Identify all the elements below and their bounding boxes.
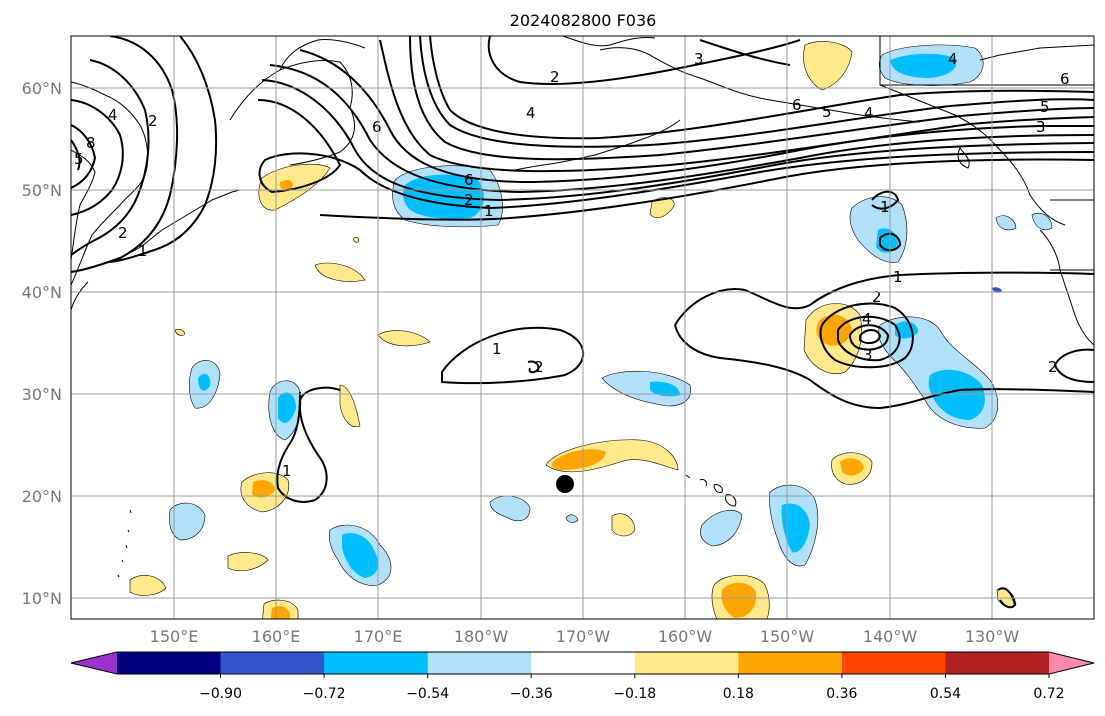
graticule (71, 36, 1094, 619)
contour-label: 6 (464, 171, 474, 189)
colorbar-segment (531, 652, 636, 674)
location-marker (556, 475, 574, 493)
lon-label: 180°W (454, 627, 509, 646)
contour-label: 2 (118, 224, 128, 242)
lat-label: 10°N (22, 589, 62, 608)
colorbar-segment (945, 652, 1050, 674)
colorbar-tick-label: 0.36 (826, 686, 857, 702)
contour-label: 3 (1036, 118, 1046, 136)
colorbar-segment (634, 652, 739, 674)
contour-label: 4 (948, 50, 958, 68)
lon-label: 160°E (252, 627, 301, 646)
lat-label: 40°N (22, 283, 62, 302)
contour-label: 2 (148, 112, 158, 130)
lon-label: 150°W (760, 627, 815, 646)
colorbar-segment (117, 652, 222, 674)
contour-label: 4 (862, 310, 872, 328)
lat-label: 50°N (22, 181, 62, 200)
colorbar-segment (324, 652, 429, 674)
colorbar-tick-label: −0.90 (199, 686, 242, 702)
contour-label: 5 (822, 103, 832, 121)
contour-label: 4 (526, 104, 536, 122)
lat-label: 20°N (22, 487, 62, 506)
colorbar-segment (427, 652, 532, 674)
contour-label: 3 (694, 50, 704, 68)
colorbar-tick-label: 0.72 (1033, 686, 1064, 702)
colorbar-extend-high (1049, 652, 1094, 674)
colorbar-segment (738, 652, 843, 674)
colorbar: −0.90 −0.72 −0.54 −0.36 −0.18 0.18 0.36 0.54 0.7… (70, 651, 1095, 702)
contour-label: 6 (1060, 70, 1070, 88)
latitude-labels: 60°N 50°N 40°N 30°N 20°N 10°N (22, 79, 62, 608)
contour-label: 5 (74, 150, 84, 168)
contour-label: 6 (372, 118, 382, 136)
contour-label: 5 (1040, 98, 1050, 116)
colorbar-tick-label: 0.18 (723, 686, 754, 702)
lon-label: 170°W (556, 627, 611, 646)
lon-label: 140°W (863, 627, 918, 646)
contour-label: 1 (484, 202, 494, 220)
contour-label: 4 (108, 106, 118, 124)
lat-label: 30°N (22, 385, 62, 404)
contour-lines (71, 36, 1094, 609)
map-frame (70, 35, 1095, 620)
contour-label: 6 (792, 96, 802, 114)
negative-anomaly-shading (169, 44, 1053, 586)
contour-labels: 4 2 8 5 2 1 6 2 4 3 6 2 1 1 2 1 1 2 4 3 … (74, 50, 1070, 480)
lon-label: 150°E (150, 627, 199, 646)
contour-label: 8 (86, 134, 96, 152)
colorbar-tick-label: −0.18 (613, 686, 656, 702)
contour-label: 4 (864, 104, 874, 122)
colorbar-outline (70, 651, 1095, 675)
map-title: 2024082800 F036 (510, 11, 657, 30)
contour-label: 2 (872, 288, 882, 306)
contour-label: 1 (282, 462, 292, 480)
contour-label: 1 (138, 242, 148, 260)
contour-label: 1 (893, 268, 903, 286)
lat-label: 60°N (22, 79, 62, 98)
lon-label: 130°W (965, 627, 1020, 646)
colorbar-segment (841, 652, 946, 674)
colorbar-tick-label: −0.72 (303, 686, 346, 702)
colorbar-tick-label: −0.54 (406, 686, 449, 702)
colorbar-tick-label: 0.54 (930, 686, 961, 702)
lon-label: 160°W (658, 627, 713, 646)
contour-label: 2 (1048, 358, 1058, 376)
contour-label: 1 (492, 340, 502, 358)
contour-label: 2 (550, 68, 560, 86)
contour-label: 2 (534, 358, 544, 376)
contour-label: 3 (863, 346, 873, 364)
colorbar-extend-low (71, 652, 117, 674)
colorbar-segment (220, 652, 325, 674)
longitude-labels: 150°E 160°E 170°E 180°W 170°W 160°W 150°… (150, 627, 1020, 646)
contour-label: 1 (880, 198, 890, 216)
colorbar-tick-label: −0.36 (510, 686, 553, 702)
contour-label: 2 (464, 191, 474, 209)
lon-label: 170°E (354, 627, 403, 646)
colorbar-ticks: −0.90 −0.72 −0.54 −0.36 −0.18 0.18 0.36 0.54 0.7… (199, 674, 1065, 702)
colorbar-segments (71, 652, 1094, 674)
